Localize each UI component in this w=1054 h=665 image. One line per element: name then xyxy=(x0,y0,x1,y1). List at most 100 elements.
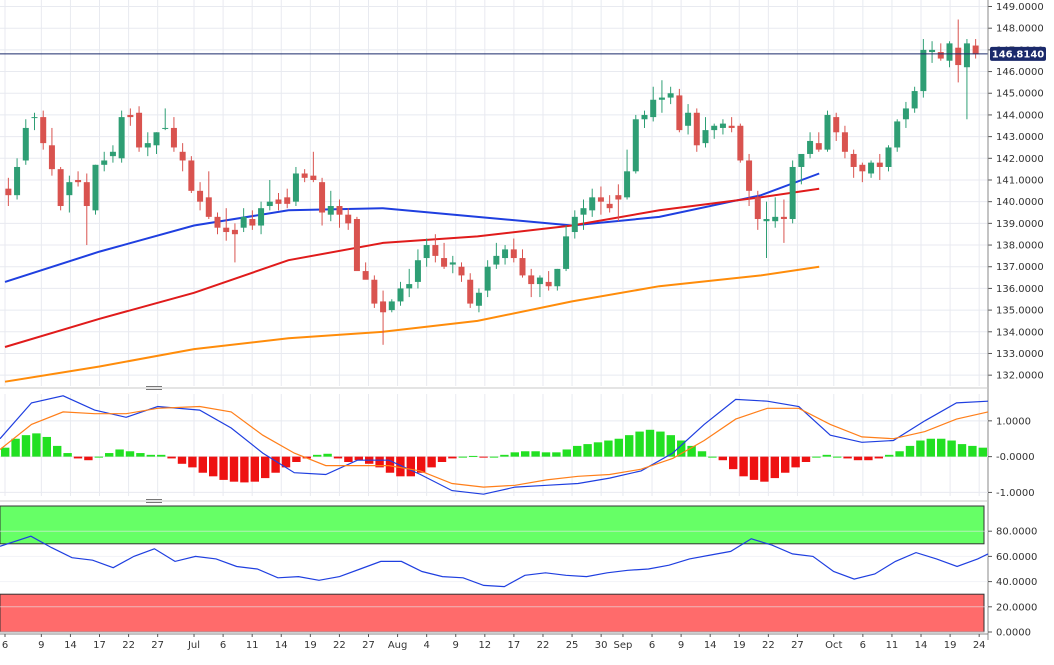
price-ma-lines xyxy=(4,172,820,383)
price-tick-label: 133.0000 xyxy=(996,349,1044,360)
macd-histogram-bar xyxy=(593,442,603,457)
macd-tick-label: -1.0000 xyxy=(996,488,1035,499)
rsi-tick-label: 60.0000 xyxy=(996,552,1037,563)
candle-body xyxy=(380,301,387,313)
candle-body xyxy=(737,125,744,161)
macd-histogram-bar xyxy=(11,438,20,457)
time-tick-label: Sep xyxy=(614,640,633,651)
candle-body xyxy=(685,112,692,126)
candle-body xyxy=(841,132,848,152)
candle-body xyxy=(205,197,212,217)
candle-body xyxy=(641,114,648,120)
candle-body xyxy=(798,153,805,167)
macd-histogram-bar xyxy=(770,456,779,479)
candle-body xyxy=(75,179,82,183)
candle-body xyxy=(136,112,143,148)
macd-histogram-bar xyxy=(63,453,72,457)
time-tick-label: 14 xyxy=(915,640,928,651)
macd-histogram-bar xyxy=(125,451,135,457)
candle-body xyxy=(92,164,99,211)
macd-histogram-bar xyxy=(760,456,769,482)
time-tick-label: 24 xyxy=(973,640,986,651)
rsi-panel: 80.0000 60.0000 40.0000 20.0000 0.0000 xyxy=(0,505,1037,639)
candle-body xyxy=(240,216,247,228)
current-price-label: 146.8140 xyxy=(992,49,1045,60)
time-tick-label: 9 xyxy=(453,640,459,651)
macd-histogram xyxy=(1,429,987,483)
candle-body xyxy=(48,145,55,170)
price-tick-label: 138.0000 xyxy=(996,241,1044,252)
time-tick-label: 25 xyxy=(566,640,579,651)
moving-average-line xyxy=(4,172,820,283)
macd-histogram-bar xyxy=(552,452,561,457)
candle-body xyxy=(780,216,787,220)
candle-body xyxy=(589,197,596,211)
candle-body xyxy=(153,132,160,146)
rsi-line xyxy=(0,535,989,588)
macd-histogram-bar xyxy=(947,440,956,457)
macd-signal-line xyxy=(0,395,989,495)
macd-histogram-bar xyxy=(687,445,696,457)
time-tick-label: 9 xyxy=(678,640,684,651)
macd-histogram-bar xyxy=(479,456,488,458)
candle-body xyxy=(719,123,726,128)
macd-axis: 1.0000 -0.0000 -1.0000 xyxy=(988,416,1035,499)
macd-histogram-bar xyxy=(261,456,270,479)
macd-histogram-bar xyxy=(968,445,977,457)
time-tick-label: 27 xyxy=(151,640,164,651)
rsi-line-path xyxy=(0,535,989,588)
candle-body xyxy=(423,245,430,259)
candle-body xyxy=(868,162,875,174)
macd-tick-label: 1.0000 xyxy=(996,416,1031,427)
candle-body xyxy=(754,197,761,220)
macd-histogram-bar xyxy=(749,456,759,480)
macd-histogram-bar xyxy=(157,454,166,457)
price-tick-label: 145.0000 xyxy=(996,89,1044,100)
candle-body xyxy=(824,114,831,150)
candle-body xyxy=(606,203,613,209)
macd-histogram-bar xyxy=(177,456,187,464)
current-price-badge-arrow xyxy=(990,46,996,61)
macd-histogram-bar xyxy=(874,456,883,459)
price-tick-label: 136.0000 xyxy=(996,284,1044,295)
macd-histogram-bar xyxy=(822,454,831,457)
candle-body xyxy=(807,140,814,154)
macd-histogram-bar xyxy=(937,438,946,457)
macd-histogram-bar xyxy=(739,456,748,477)
time-tick-label: 22 xyxy=(333,640,346,651)
macd-histogram-bar xyxy=(843,456,852,459)
macd-panel: 1.0000 -0.0000 -1.0000 xyxy=(0,394,1035,499)
candle-body xyxy=(144,143,151,148)
macd-histogram-bar xyxy=(708,456,717,458)
macd-histogram-bar xyxy=(333,456,343,459)
panel-dividers[interactable] xyxy=(0,386,988,503)
macd-histogram-bar xyxy=(926,438,935,457)
macd-histogram-bar xyxy=(458,456,467,458)
time-tick-label: 6 xyxy=(220,640,226,651)
candle-body xyxy=(223,227,230,233)
price-tick-label: 141.0000 xyxy=(996,175,1044,186)
time-tick-label: 12 xyxy=(478,640,491,651)
candle-body xyxy=(929,49,936,53)
candle-body xyxy=(249,219,256,226)
candle-body xyxy=(266,201,273,207)
price-tick-label: 134.0000 xyxy=(996,327,1044,338)
candle-body xyxy=(711,125,718,131)
macd-histogram-bar xyxy=(957,444,967,457)
macd-histogram-bar xyxy=(105,453,114,457)
time-tick-label: 11 xyxy=(246,640,259,651)
candle-body xyxy=(214,216,221,228)
candle-body xyxy=(179,151,186,161)
candle-body xyxy=(40,117,47,144)
candle-body xyxy=(955,47,962,66)
candle-body xyxy=(833,117,840,133)
candle-body xyxy=(484,266,491,291)
current-price-badge: 146.8140 xyxy=(990,46,1046,61)
candle-body xyxy=(310,175,317,180)
macd-histogram-bar xyxy=(344,456,353,462)
macd-histogram-bar xyxy=(864,456,873,461)
macd-histogram-bar xyxy=(905,445,915,457)
time-tick-label: 17 xyxy=(508,640,521,651)
price-tick-label: 144.0000 xyxy=(996,110,1044,121)
